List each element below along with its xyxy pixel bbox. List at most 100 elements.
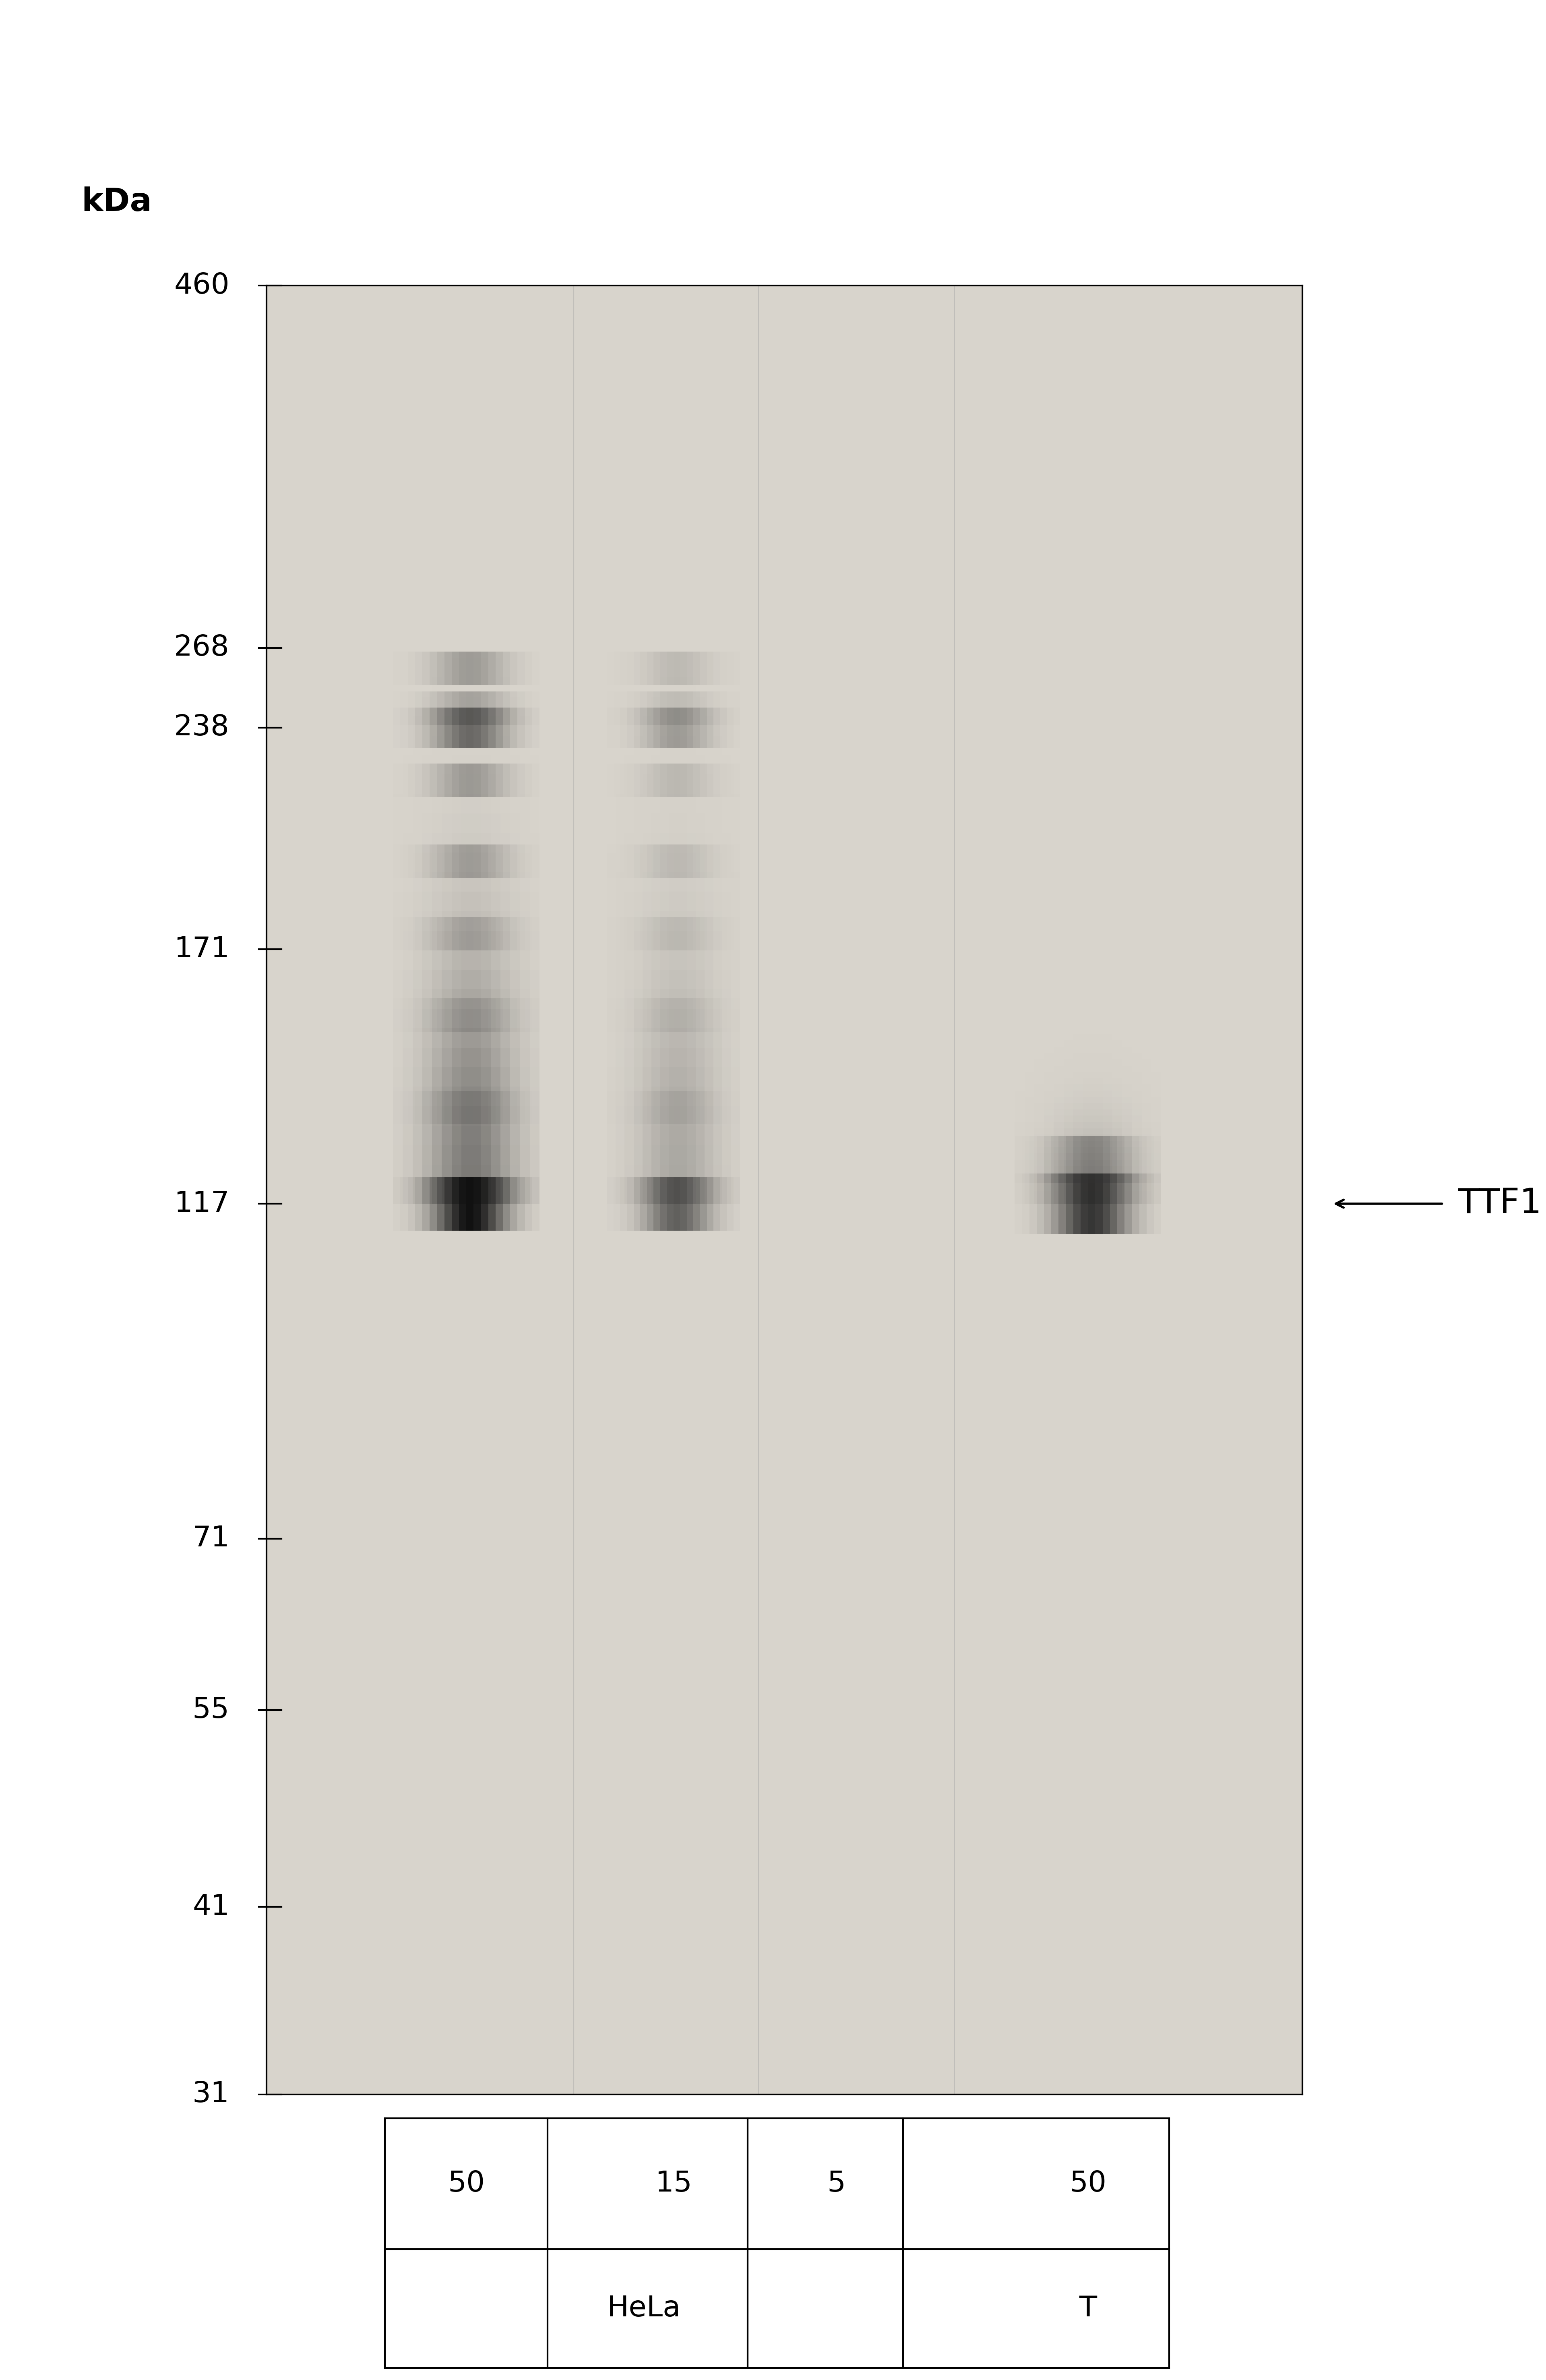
Bar [1073,1090,1084,1097]
Bar [679,619,686,638]
Bar [431,814,442,833]
Bar [705,1126,713,1145]
Bar [705,1047,713,1066]
Bar [1102,1173,1110,1233]
Bar [530,852,540,871]
Bar [707,764,713,797]
Bar [625,950,634,969]
Bar [1102,1109,1113,1116]
Bar [393,676,404,697]
Bar [660,1185,669,1204]
Bar [438,1090,444,1123]
Bar [431,969,442,990]
Bar [679,892,686,912]
Bar [669,657,679,676]
Bar [1141,1121,1152,1128]
Bar [608,814,615,833]
Bar [1034,1059,1044,1066]
Bar [1141,1040,1152,1047]
Bar [646,690,654,726]
Bar [1064,1154,1073,1159]
Bar [404,1164,413,1185]
Bar [1014,1021,1025,1028]
Bar [489,690,496,726]
Bar [713,871,722,892]
Bar [654,916,660,950]
Bar [1073,1102,1084,1109]
Bar [422,1176,430,1230]
Bar [519,774,530,795]
Bar [519,833,530,852]
Bar [1064,1047,1073,1052]
Bar [496,845,502,878]
Bar [722,969,731,990]
Bar [451,716,461,735]
Bar [489,997,496,1033]
Bar [713,716,722,735]
Bar [519,931,530,950]
Bar [422,1164,431,1185]
Bar [1044,1140,1054,1147]
Bar [660,1028,669,1047]
Bar [519,697,530,716]
Bar [625,833,634,852]
Bar [643,795,651,814]
Bar [532,1090,540,1123]
Bar [608,676,615,697]
Bar [451,1176,459,1230]
Bar [422,707,430,747]
Bar [422,735,431,754]
Bar [615,676,625,697]
Bar [713,735,722,754]
Bar [530,676,540,697]
Bar [1054,1159,1064,1166]
Bar [502,916,510,950]
Bar [422,852,431,871]
Bar [680,690,686,726]
Bar [472,1088,481,1107]
Bar [1084,1052,1093,1059]
Bar [643,735,651,754]
Bar [393,1088,404,1107]
Bar [722,912,731,931]
Bar [510,852,519,871]
Bar [651,1066,660,1088]
Bar [510,697,519,716]
Bar [490,912,501,931]
Bar [1122,1135,1132,1140]
Bar [461,1047,472,1066]
Bar [705,657,713,676]
Bar [713,657,722,676]
Bar [1051,1173,1059,1233]
Bar [1141,1102,1152,1109]
Bar [651,912,660,931]
Bar [1034,1033,1044,1040]
Bar [713,1009,722,1028]
Bar [700,690,707,726]
Bar [679,912,686,931]
Bar [451,892,461,912]
Bar [393,892,404,912]
Bar [634,997,640,1033]
Bar [472,852,481,871]
Bar [679,697,686,716]
Bar [451,652,459,685]
Bar [666,916,674,950]
Bar [1152,1159,1161,1166]
Bar [680,764,686,797]
Bar [1014,1016,1025,1021]
Bar [461,931,472,950]
Bar [1122,1109,1132,1116]
Bar [510,833,519,852]
Bar [722,833,731,852]
Bar [431,1066,442,1088]
Bar [442,969,451,990]
Bar [705,1066,713,1088]
Bar [722,1107,731,1126]
Bar [481,1185,490,1204]
Bar [461,1009,472,1028]
Bar [634,852,643,871]
Bar [643,1126,651,1145]
Bar [393,1107,404,1126]
Bar [496,707,502,747]
